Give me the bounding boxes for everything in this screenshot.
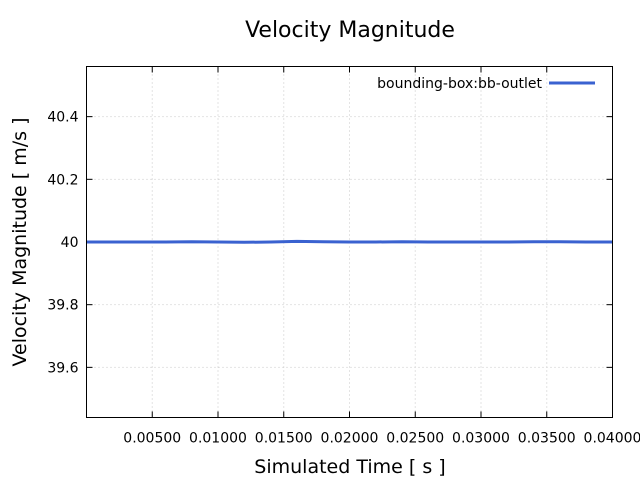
series-lines [86, 239, 613, 244]
x-tick-label: 0.00500 [123, 431, 181, 447]
x-tick-label: 0.03000 [452, 431, 510, 447]
plot-frame [86, 66, 613, 418]
x-tick-label: 0.02500 [386, 431, 444, 447]
y-axis-label: Velocity Magnitude [ m/s ] [9, 118, 31, 367]
x-tick-label: 0.04000 [584, 431, 640, 447]
legend: bounding-box:bb-outlet [377, 76, 595, 92]
y-tick-label: 39.6 [47, 360, 78, 376]
y-tick-label: 40 [61, 235, 79, 251]
x-tick-label: 0.01000 [189, 431, 247, 447]
series-line [86, 239, 613, 244]
y-tick-label: 40.4 [47, 110, 78, 126]
x-tick-label: 0.02000 [321, 431, 379, 447]
x-axis-label: Simulated Time [ s ] [254, 456, 445, 478]
axis-ticks: 0.00500 0.01000 0.01500 0.02000 0.02500 0.030… [47, 66, 640, 447]
x-tick-label: 0.01500 [255, 431, 313, 447]
y-tick-label: 40.2 [47, 172, 78, 188]
legend-label: bounding-box:bb-outlet [377, 76, 542, 92]
grid-lines [86, 66, 613, 418]
y-tick-label: 39.8 [47, 298, 78, 314]
chart-title: Velocity Magnitude [245, 18, 455, 43]
x-tick-label: 0.03500 [518, 431, 576, 447]
